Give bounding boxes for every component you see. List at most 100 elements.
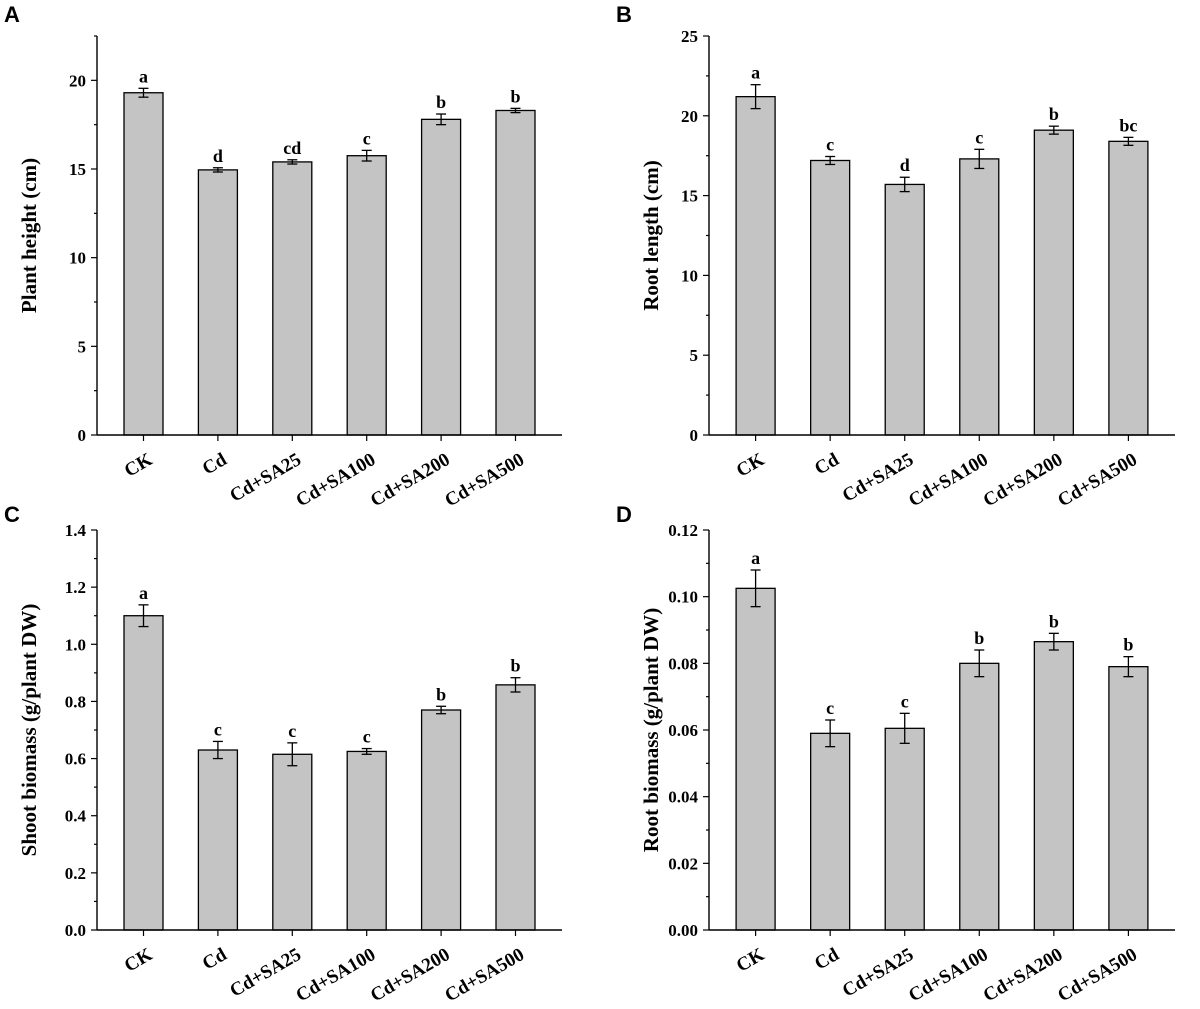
y-tick-label: 10 — [681, 266, 698, 285]
bar-cd-sa200 — [420, 118, 462, 436]
significance-label: a — [139, 583, 148, 603]
error-bar — [750, 84, 761, 110]
bar-cd-sa200 — [420, 709, 462, 931]
panel-letter: B — [616, 2, 632, 27]
bar-cd-sa25 — [272, 753, 313, 931]
y-tick-label: 0.06 — [668, 721, 698, 740]
error-bar — [287, 159, 298, 165]
error-bar — [138, 87, 149, 98]
x-tick-label: Cd+SA500 — [1054, 944, 1141, 1006]
significance-label: c — [288, 721, 296, 741]
significance-label: cd — [283, 138, 301, 158]
y-tick-label: 5 — [78, 337, 87, 356]
error-bar — [436, 113, 447, 126]
bar-cd — [810, 732, 851, 931]
y-tick-label: 0 — [690, 426, 699, 445]
error-bar — [750, 569, 761, 608]
significance-label: b — [1049, 611, 1059, 631]
significance-label: b — [510, 656, 520, 676]
significance-label: d — [900, 155, 910, 175]
significance-label: c — [901, 691, 909, 711]
panel-letter: C — [4, 502, 20, 527]
x-tick-label: Cd+SA500 — [1054, 449, 1141, 511]
y-tick-label: 20 — [69, 71, 86, 90]
error-bar — [1123, 136, 1134, 146]
x-tick-label: CK — [733, 944, 768, 977]
y-tick-label: 25 — [681, 27, 698, 46]
y-tick-label: 0.02 — [668, 854, 698, 873]
error-bar — [287, 742, 298, 767]
error-bar — [1123, 656, 1134, 678]
y-tick-label: 0.4 — [65, 807, 87, 826]
bar-cd-sa25 — [884, 727, 925, 931]
error-bar — [899, 712, 910, 744]
y-tick-label: 1.4 — [65, 521, 87, 540]
x-tick-label: Cd+SA25 — [226, 449, 304, 506]
error-bar — [212, 740, 223, 760]
y-axis-label: Root biomass (g/plant DW) — [639, 608, 663, 852]
significance-label: a — [751, 548, 760, 568]
error-bar — [974, 649, 985, 678]
panel-letter: A — [4, 2, 20, 27]
x-tick-label: Cd — [811, 944, 843, 975]
y-tick-label: 0.10 — [668, 588, 698, 607]
bar-cd-sa25 — [272, 161, 313, 436]
y-tick-label: 0 — [78, 426, 87, 445]
x-tick-label: Cd+SA200 — [980, 449, 1067, 511]
significance-label: b — [1049, 104, 1059, 124]
y-tick-label: 0.2 — [65, 864, 86, 883]
y-tick-label: 0.6 — [65, 750, 86, 769]
error-bar — [212, 167, 223, 173]
bar-ck — [735, 95, 776, 436]
y-tick-label: 0.8 — [65, 692, 86, 711]
bar-cd-sa500 — [1108, 666, 1149, 931]
x-tick-label: CK — [121, 944, 156, 977]
y-tick-label: 15 — [681, 187, 698, 206]
bar-cd — [197, 749, 239, 931]
y-axis-label: Root length (cm) — [639, 160, 663, 310]
significance-label: bc — [1119, 115, 1137, 135]
significance-label: b — [1123, 635, 1133, 655]
error-bar — [436, 705, 447, 715]
error-bar — [361, 747, 372, 755]
x-tick-label: CK — [121, 449, 156, 482]
error-bar — [510, 677, 521, 693]
y-tick-label: 1.2 — [65, 578, 86, 597]
significance-label: c — [826, 134, 834, 154]
bar-cd-sa500 — [495, 684, 536, 931]
significance-label: b — [436, 92, 446, 112]
bar-cd-sa25 — [884, 183, 925, 436]
x-tick-label: Cd+SA200 — [367, 449, 454, 511]
y-axis-label: Shoot biomass (g/plant DW) — [17, 604, 41, 857]
error-bar — [825, 155, 836, 166]
x-tick-label: Cd+SA500 — [441, 944, 528, 1006]
x-tick-label: Cd+SA100 — [905, 944, 992, 1006]
error-bar — [1048, 125, 1059, 135]
x-tick-label: Cd — [199, 449, 231, 480]
y-tick-label: 0.00 — [668, 921, 698, 940]
error-bar — [138, 604, 149, 628]
significance-label: b — [436, 684, 446, 704]
bar-cd-sa200 — [1033, 641, 1074, 931]
bar-cd-sa100 — [346, 155, 387, 436]
bar-ck — [123, 615, 164, 931]
error-bar — [1048, 632, 1059, 651]
significance-label: a — [139, 66, 148, 86]
significance-label: c — [214, 719, 222, 739]
y-tick-label: 20 — [681, 107, 698, 126]
error-bar — [974, 148, 985, 170]
bar-ck — [735, 587, 776, 931]
x-tick-label: Cd+SA200 — [980, 944, 1067, 1006]
significance-label: a — [751, 63, 760, 83]
significance-label: c — [363, 727, 371, 747]
x-tick-label: Cd+SA25 — [839, 944, 917, 1001]
significance-label: b — [974, 628, 984, 648]
significance-label: c — [363, 128, 371, 148]
significance-label: d — [213, 146, 223, 166]
bar-ck — [123, 92, 164, 436]
